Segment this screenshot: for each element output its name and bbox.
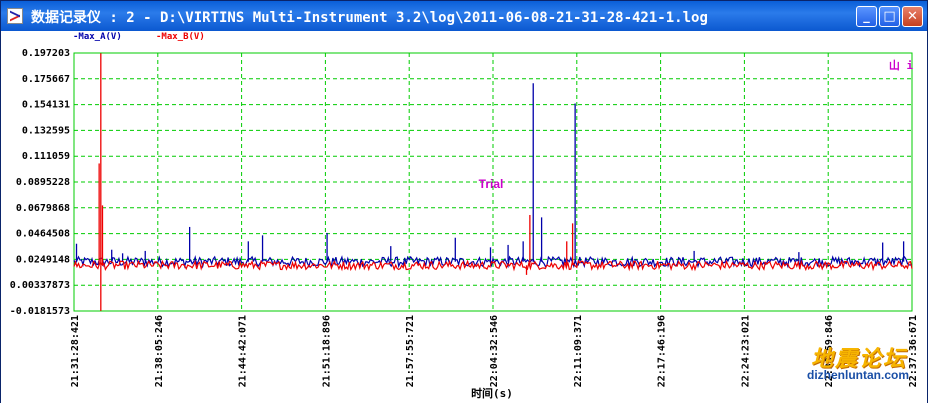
x-tick-label: 22:11:09:371 [573, 315, 584, 387]
grid-layer [73, 52, 913, 312]
watermark-chinese: 地震论坛 [811, 346, 908, 372]
x-tick-label: 21:51:18:896 [321, 315, 332, 387]
y-tick-label: 0.154131 [22, 100, 70, 111]
y-tick-label: 0.197203 [22, 48, 70, 59]
y-tick-label: 0.0464508 [16, 229, 70, 240]
y-tick-label: 0.00337873 [10, 280, 70, 291]
window-title: 数据记录仪 : 2 - D:\VIRTINS Multi-Instrument … [31, 10, 708, 26]
series-line [73, 254, 913, 269]
y-tick-label: 0.132595 [22, 125, 70, 136]
corner-indicator[interactable]: 山 i [889, 58, 914, 72]
maximize-button[interactable]: □ [879, 6, 900, 27]
y-tick-label: 0.0249148 [16, 254, 70, 265]
series-a-layer [73, 83, 913, 269]
forum-watermark: 地震论坛 dizhenluntan.com [807, 341, 919, 391]
title-bar[interactable]: 数据记录仪 : 2 - D:\VIRTINS Multi-Instrument … [1, 1, 927, 31]
watermark-english: dizhenluntan.com [807, 368, 909, 382]
legend-series-a: -Max_A(V) [73, 32, 122, 42]
x-tick-label: 22:04:32:546 [489, 315, 500, 387]
minimize-button[interactable]: _ [856, 6, 877, 27]
series-line [73, 259, 913, 272]
y-axis-ticks: 0.197203 0.175667 0.154131 0.132595 0.111059… [10, 48, 70, 317]
x-tick-label: 22:24:23:021 [740, 315, 751, 387]
series-b-layer [73, 53, 913, 311]
trial-watermark: Trial [479, 177, 504, 191]
x-tick-label: 21:57:55:721 [405, 315, 416, 387]
legend-series-b: -Max_B(V) [156, 32, 205, 42]
x-tick-label: 21:44:42:071 [238, 315, 249, 387]
x-axis-label: 时间(s) [471, 386, 513, 400]
x-axis-ticks: 21:31:28:421 21:38:05:246 21:44:42:071 21:5… [70, 315, 919, 387]
plot-area[interactable] [1, 31, 927, 403]
y-tick-label: 0.111059 [22, 151, 70, 162]
x-tick-label: 21:38:05:246 [154, 315, 165, 387]
x-tick-label: 22:30:59:846 [824, 315, 835, 387]
x-tick-label: 22:37:36:671 [908, 315, 919, 387]
x-tick-label: 22:17:46:196 [657, 315, 668, 387]
y-tick-label: 0.0679868 [16, 203, 70, 214]
y-tick-label: 0.175667 [22, 74, 70, 85]
chart-app-icon [7, 8, 23, 24]
y-tick-label: -0.0181573 [10, 306, 70, 317]
y-tick-label: 0.0895228 [16, 177, 70, 188]
x-tick-label: 21:31:28:421 [70, 315, 81, 387]
close-button[interactable]: ✕ [902, 6, 923, 27]
